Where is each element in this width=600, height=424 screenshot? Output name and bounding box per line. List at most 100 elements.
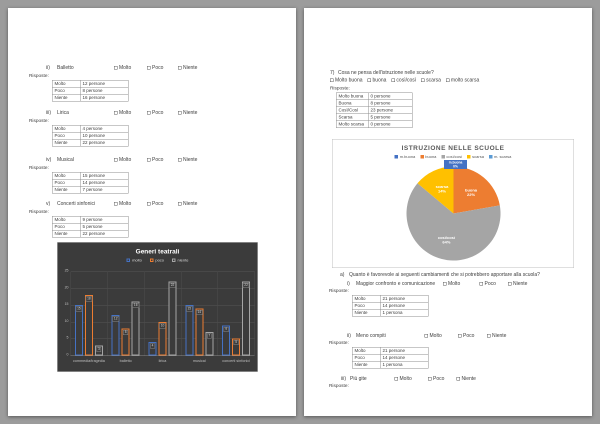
table-row: Molto 4 persone [52,125,129,133]
checkbox-niente[interactable]: Niente [178,157,197,163]
table-cell: Poco [52,223,81,231]
table-cell: Niente [352,309,381,317]
checkbox-icon [367,78,372,82]
risposte-label: Risposte: [329,288,349,294]
gridline [70,271,71,356]
checkbox-icon [178,66,182,70]
checkbox-molto[interactable]: Molto [443,281,460,287]
table-cell: 21 persone [380,347,429,355]
checkbox-niente[interactable]: Niente [487,333,506,339]
legend-label: così/così [446,154,463,160]
bar-poco: 8 [121,328,130,356]
checkbox-label: molto scarsa [450,77,480,84]
checkbox-label: Niente [183,157,198,163]
checkbox-poco[interactable]: Poco [479,281,496,287]
checkbox-niente[interactable]: Niente [456,376,476,382]
page-1: ii) Balletto Molto Poco Niente Risposte:… [8,8,296,416]
checkbox-niente[interactable]: Niente [508,281,527,287]
category-label: lirica [158,358,167,364]
checkbox-buona[interactable]: buona [367,78,386,83]
question-number: a) [340,272,345,278]
table-cell: Poco [52,132,81,140]
table-cell: 5 persone [368,113,413,121]
checkbox-molto[interactable]: Molto [114,201,131,207]
gridline [180,271,182,356]
checkbox-icon [487,334,491,338]
checkbox-label: Niente [183,201,198,207]
bar-molto: 15 [185,305,194,356]
table-cell: 22 persone [80,139,129,147]
checkbox-icon [114,111,118,115]
table-row: Poco 14 persone [352,354,429,362]
question-concerti-sinfonici: v) Concerti sinfonici Molto Poco Niente … [8,201,296,244]
bar-chart-plot-area: 0 5 10 15 20 25 15 18 3 commedia/tragedia 12 8 16 bal… [65,269,255,363]
checkbox-poco[interactable]: Poco [147,65,163,71]
table-cell: Molto [52,172,81,180]
table-cell: 22 persone [80,230,129,238]
table-row: Molto 21 persone [352,295,429,303]
gridline [70,288,255,289]
question-label: Maggior confronto e comunicazione [356,281,436,287]
answers-table: Molto 21 persone Poco 14 persone Niente 1 p… [352,295,429,317]
checkbox-cosi-cosi[interactable]: così/così [391,78,416,83]
legend-label: niente [177,258,189,263]
bar-poco: 18 [84,295,93,356]
checkbox-molto-buona[interactable]: Molto buona [330,78,363,83]
answers-table: Molto buona 0 persone Buona 8 persone Così… [336,92,413,128]
table-row: Poco 5 persone [52,223,129,231]
legend-label: m.buona [399,154,416,160]
checkbox-poco[interactable]: Poco [147,201,163,207]
table-cell: 14 persone [380,302,429,310]
checkbox-label: Niente [513,281,528,287]
bar-value-label: 15 [75,306,83,312]
legend-swatch-icon [394,155,399,159]
bar-value-label: 16 [132,303,140,309]
table-cell: 5 persone [80,223,129,231]
checkbox-label: Molto [119,201,132,207]
pie-chart-title: ISTRUZIONE NELLE SCUOLE [401,144,505,152]
gridline [144,271,145,356]
checkbox-poco[interactable]: Poco [458,333,474,339]
table-row: Niente 22 persone [52,230,129,238]
table-cell: Niente [52,94,81,102]
question-lirica: iii) Lirica Molto Poco Niente Risposte: … [8,110,296,153]
legend-swatch-icon [420,155,424,159]
pie-slice-buona [453,166,500,214]
checkbox-icon [147,66,151,70]
table-row: Poco 14 persone [352,302,429,310]
checkbox-icon [479,282,483,286]
bar-chart-generi-teatrali: Generi teatrali molto poco niente 0 5 10 15… [57,242,258,372]
checkbox-icon [114,202,118,206]
question-label: Balletto [57,65,74,71]
checkbox-niente[interactable]: Niente [178,110,197,116]
checkbox-molto-scarsa[interactable]: molto scarsa [445,77,480,84]
checkbox-poco[interactable]: Poco [428,376,444,382]
bar-value-label: 9 [223,326,229,332]
checkbox-niente[interactable]: Niente [178,65,197,71]
checkbox-molto[interactable]: Molto [114,65,131,71]
checkbox-label: Molto [119,157,132,163]
pie-chart-canvas: buona 22% così/così 64% scarsa 14% m.buona 0% [406,160,501,261]
sub-question-meno-compiti: ii) Meno compiti Molto Poco Niente Rispo… [304,333,592,376]
legend-swatch-icon [488,155,493,159]
risposte-label: Risposte: [329,383,349,389]
checkbox-molto[interactable]: Molto [114,157,131,163]
gridline [70,271,255,272]
table-row: Poco 14 persone [52,179,129,187]
risposte-label: Risposte: [29,165,49,171]
checkbox-poco[interactable]: Poco [147,110,163,116]
checkbox-molto[interactable]: Molto [394,376,412,382]
checkbox-icon [178,158,182,162]
checkbox-icon [147,111,151,115]
y-axis-tick-label: 10 [64,319,69,323]
question-number: v) [46,201,51,207]
checkbox-molto[interactable]: Molto [424,333,442,339]
checkbox-molto[interactable]: Molto [114,110,131,116]
risposte-label: Risposte: [29,209,49,215]
bar-niente: 16 [131,301,140,356]
checkbox-poco[interactable]: Poco [147,157,163,163]
checkbox-label: Poco [484,281,496,287]
pie-chart-legend: m.buona buona così/così scarsa m. scarsa [333,154,574,160]
checkbox-scarsa[interactable]: scarsa [421,78,441,83]
checkbox-niente[interactable]: Niente [178,201,197,207]
